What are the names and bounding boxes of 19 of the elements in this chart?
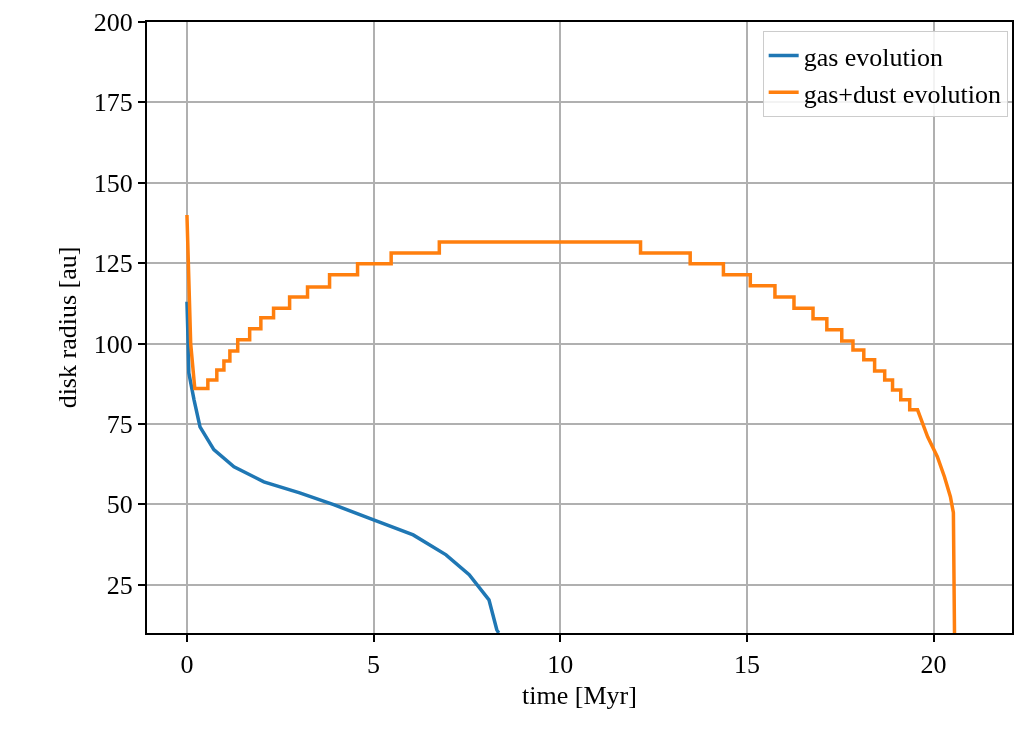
x-tick-label: 20 bbox=[920, 650, 947, 680]
y-tick-label: 125 bbox=[93, 249, 133, 279]
legend-label: gas+dust evolution bbox=[803, 79, 1002, 109]
x-tick-label: 0 bbox=[180, 650, 194, 680]
x-axis-title: time [Myr] bbox=[522, 681, 637, 711]
x-tick-label: 15 bbox=[733, 650, 760, 680]
y-tick-label: 200 bbox=[93, 8, 133, 38]
y-tick-label: 175 bbox=[93, 88, 133, 118]
y-tick-label: 100 bbox=[93, 329, 133, 359]
x-tick-label: 10 bbox=[547, 650, 574, 680]
x-tick-label: 5 bbox=[367, 650, 381, 680]
line-series bbox=[185, 213, 957, 633]
legend-label: gas evolution bbox=[803, 42, 944, 72]
line-series bbox=[185, 300, 501, 633]
y-tick-label: 50 bbox=[106, 490, 133, 520]
y-tick-label: 75 bbox=[106, 410, 133, 440]
y-tick-label: 150 bbox=[93, 168, 133, 198]
y-tick-label: 25 bbox=[106, 570, 133, 600]
y-axis-title: disk radius [au] bbox=[52, 246, 82, 409]
